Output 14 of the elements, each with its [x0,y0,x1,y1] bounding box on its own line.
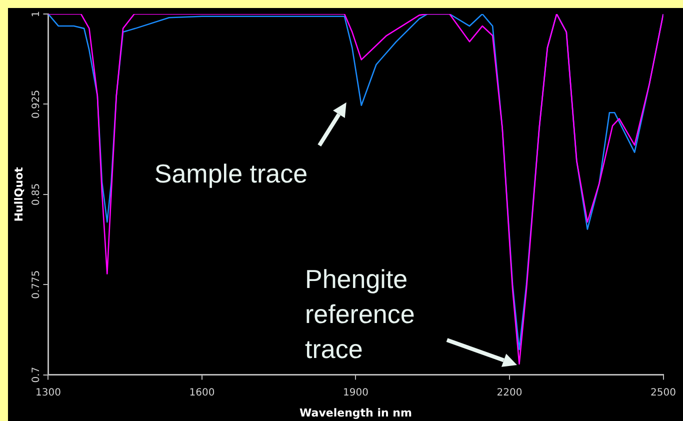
annotation: Sample trace [154,158,308,188]
y-tick-label: 1 [30,10,42,18]
x-tick-label: 1600 [189,387,215,398]
x-tick-label: 2200 [496,387,522,398]
x-tick-label: 1300 [35,387,61,398]
annotation: Phengite reference trace [305,264,415,364]
y-tick-label: 0.775 [30,270,42,299]
y-tick-label: 0.7 [30,366,42,383]
x-tick-label: 2500 [650,387,676,398]
x-tick-label: 1900 [343,387,368,398]
y-tick-label: 0.925 [30,90,42,119]
y-axis-title: HullQuot [12,167,26,222]
x-axis-title: Wavelength in nm [300,406,412,420]
y-tick-label: 0.85 [30,183,42,206]
